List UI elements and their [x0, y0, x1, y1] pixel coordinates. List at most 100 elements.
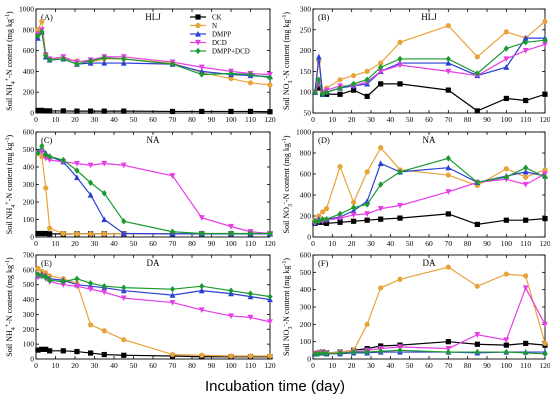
data-point [378, 216, 384, 222]
data-point [364, 169, 370, 175]
data-point [198, 307, 205, 314]
data-point [101, 54, 107, 62]
x-tick-label: 100 [501, 115, 513, 124]
data-point [74, 283, 80, 290]
data-point [169, 228, 176, 235]
data-point [364, 93, 370, 99]
data-point [88, 350, 94, 356]
data-point [315, 53, 322, 60]
data-point [228, 230, 234, 237]
data-point [74, 231, 80, 237]
data-point [267, 82, 273, 88]
data-point [198, 68, 205, 74]
y-tick-label: 100 [23, 215, 35, 224]
data-point [169, 60, 176, 68]
data-point [474, 348, 480, 356]
data-point [323, 206, 330, 212]
data-point [35, 230, 41, 237]
data-point [364, 211, 371, 217]
x-tick-label: 90 [208, 239, 216, 248]
data-point [47, 56, 53, 64]
series-dcd [312, 171, 548, 227]
x-tick-label: 30 [367, 115, 375, 124]
data-point [523, 217, 529, 223]
y-tick-label: 400 [23, 295, 35, 304]
x-tick-label: 50 [406, 239, 414, 248]
data-point [445, 164, 452, 171]
data-point [101, 160, 108, 167]
data-point [43, 346, 49, 352]
data-point [503, 342, 509, 348]
data-point [445, 211, 451, 217]
data-point [39, 142, 45, 150]
series-line [37, 144, 270, 235]
data-point [39, 18, 45, 25]
chart-panel-6: 0 10 20 30 40 50 60 70 80 90 100 110 120 0 100 200 300 40… [282, 251, 550, 371]
legend-marker [195, 39, 201, 46]
data-point [378, 181, 384, 188]
data-point [474, 54, 480, 60]
x-tick-label: 30 [91, 115, 99, 124]
data-point [120, 295, 127, 302]
y-tick-label: 200 [300, 320, 312, 329]
data-point [474, 179, 480, 186]
data-point [397, 202, 403, 209]
legend-entry: DMPP+DCD [212, 48, 250, 56]
x-tick-label: 20 [71, 361, 79, 370]
series-dcd [312, 285, 548, 357]
series-line [314, 286, 546, 355]
x-tick-label: 0 [311, 361, 315, 370]
x-tick-label: 120 [539, 239, 550, 248]
data-point [121, 352, 127, 358]
y-tick-label: 0 [30, 355, 34, 364]
data-point [312, 350, 318, 357]
data-point [88, 108, 94, 114]
data-point [320, 349, 326, 357]
series-line [37, 275, 271, 323]
data-point [101, 190, 107, 197]
x-tick-label: 60 [425, 361, 433, 370]
x-tick-label: 10 [329, 115, 337, 124]
y-tick-label: 500 [300, 268, 312, 277]
data-point [121, 55, 127, 63]
x-tick-label: 120 [539, 115, 550, 124]
x-tick-label: 70 [445, 115, 453, 124]
series-line [37, 148, 270, 235]
data-point [337, 349, 343, 357]
chart-panel-3: 0 10 20 30 40 50 60 70 80 90 100 110 120 0 100 200 300 40… [5, 128, 276, 249]
data-point [351, 204, 357, 211]
data-point [39, 28, 45, 36]
data-point [43, 274, 49, 281]
data-point [474, 221, 480, 227]
chart-panel-2: 0 10 20 30 40 50 60 70 80 90 100 110 120 50 100 150 200 2… [282, 5, 550, 125]
data-point [351, 199, 357, 205]
data-point [503, 64, 510, 70]
data-point [267, 353, 273, 359]
data-point [474, 108, 480, 114]
y-tick-label: 200 [300, 212, 312, 221]
y-tick-label: 1000 [296, 128, 311, 137]
data-point [503, 56, 510, 63]
y-axis-label: Soil NH4+-N content (mg kg-1) [5, 257, 17, 357]
x-tick-label: 20 [348, 115, 356, 124]
data-point [523, 97, 529, 104]
data-point [199, 352, 205, 358]
data-point [316, 76, 322, 83]
series-dmpp-dcd [312, 155, 548, 225]
x-tick-label: 70 [445, 361, 453, 370]
data-point [101, 328, 107, 334]
data-point [522, 168, 529, 175]
data-point [377, 160, 384, 167]
data-point [397, 215, 403, 221]
y-tick-label: 400 [23, 67, 35, 76]
data-point [445, 264, 451, 270]
y-tick-label: 400 [300, 191, 312, 200]
x-tick-label: 0 [34, 361, 38, 370]
x-tick-label: 40 [387, 361, 395, 370]
y-tick-label: 600 [23, 128, 35, 137]
data-point [378, 60, 384, 66]
data-point [43, 151, 49, 158]
data-point [39, 107, 45, 113]
data-point [503, 348, 509, 356]
